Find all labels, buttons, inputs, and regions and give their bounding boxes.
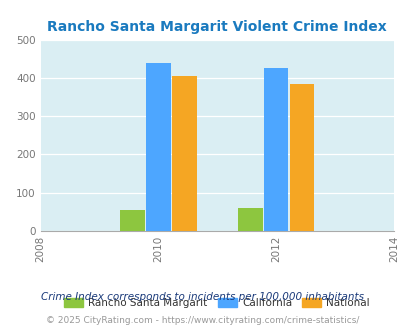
Bar (171, 76, 196, 231)
Bar (263, 68, 288, 231)
Text: © 2025 CityRating.com - https://www.cityrating.com/crime-statistics/: © 2025 CityRating.com - https://www.city… (46, 316, 359, 325)
Bar (289, 83, 313, 231)
Title: Rancho Santa Margarit Violent Crime Index: Rancho Santa Margarit Violent Crime Inde… (47, 20, 386, 34)
Bar (146, 63, 170, 231)
Bar (237, 208, 262, 231)
Text: Crime Index corresponds to incidents per 100,000 inhabitants: Crime Index corresponds to incidents per… (41, 292, 364, 302)
Bar (120, 210, 145, 231)
Legend: Rancho Santa Margarit, California, National: Rancho Santa Margarit, California, Natio… (60, 294, 373, 312)
